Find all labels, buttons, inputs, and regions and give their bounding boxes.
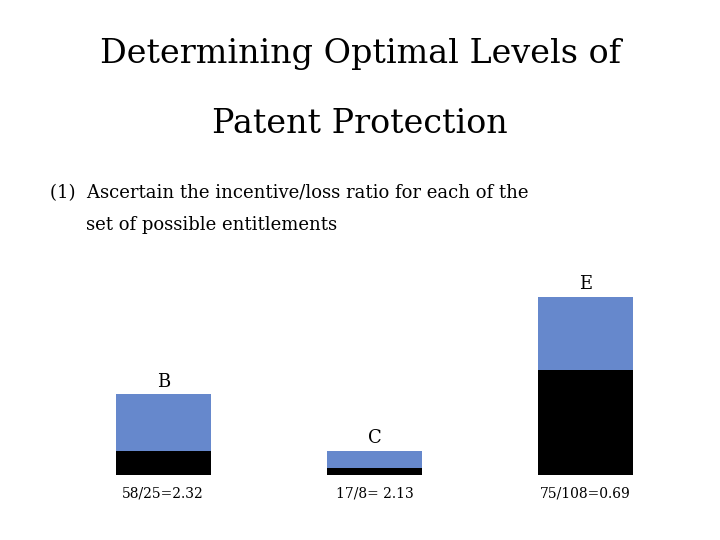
Text: set of possible entitlements: set of possible entitlements xyxy=(86,216,338,234)
Bar xyxy=(538,370,633,475)
Bar xyxy=(116,451,211,475)
Bar xyxy=(538,297,633,370)
Text: Patent Protection: Patent Protection xyxy=(212,108,508,140)
Bar xyxy=(327,451,422,468)
Text: 17/8= 2.13: 17/8= 2.13 xyxy=(336,486,413,500)
Text: B: B xyxy=(156,373,170,391)
Text: 58/25=2.32: 58/25=2.32 xyxy=(122,486,204,500)
Bar xyxy=(116,394,211,451)
Text: (1)  Ascertain the incentive/loss ratio for each of the: (1) Ascertain the incentive/loss ratio f… xyxy=(50,184,529,201)
Bar xyxy=(327,468,422,475)
Text: 75/108=0.69: 75/108=0.69 xyxy=(540,486,631,500)
Text: C: C xyxy=(367,429,382,448)
Text: E: E xyxy=(579,275,592,293)
Text: Determining Optimal Levels of: Determining Optimal Levels of xyxy=(99,38,621,70)
